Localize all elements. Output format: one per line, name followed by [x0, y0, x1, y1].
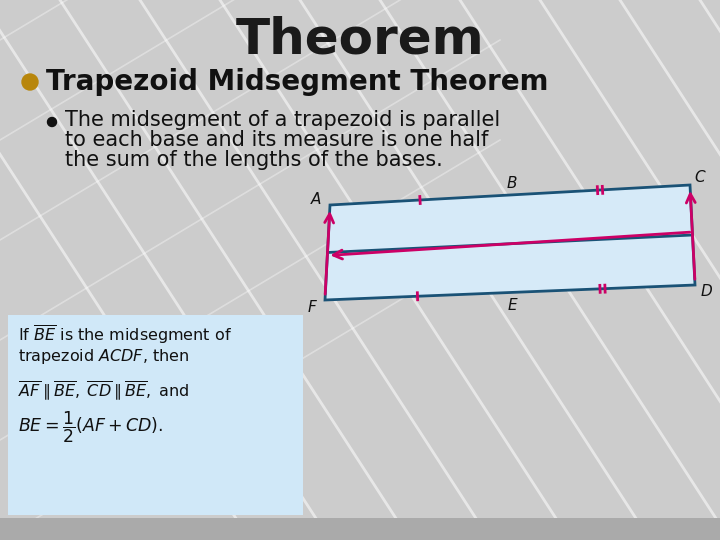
Text: A: A [311, 192, 321, 206]
Text: Trapezoid Midsegment Theorem: Trapezoid Midsegment Theorem [46, 68, 549, 96]
Text: C: C [695, 171, 706, 186]
Text: D: D [700, 284, 712, 299]
Text: E: E [507, 298, 517, 313]
Text: $BE = \dfrac{1}{2}(AF + CD).$: $BE = \dfrac{1}{2}(AF + CD).$ [18, 409, 163, 445]
Text: trapezoid $\mathit{ACDF}$, then: trapezoid $\mathit{ACDF}$, then [18, 348, 189, 367]
Text: $\overline{AF} \parallel \overline{BE},\; \overline{CD} \parallel \overline{BE},: $\overline{AF} \parallel \overline{BE},\… [18, 379, 189, 403]
Polygon shape [325, 185, 695, 300]
Circle shape [48, 118, 56, 126]
Circle shape [22, 74, 38, 90]
Text: The midsegment of a trapezoid is parallel: The midsegment of a trapezoid is paralle… [65, 110, 500, 130]
FancyBboxPatch shape [8, 315, 303, 515]
Bar [0, 518, 720, 540]
Text: Theorem: Theorem [235, 16, 485, 64]
Text: F: F [307, 300, 316, 315]
Text: the sum of the lengths of the bases.: the sum of the lengths of the bases. [65, 150, 443, 170]
Text: If $\overline{BE}$ is the midsegment of: If $\overline{BE}$ is the midsegment of [18, 323, 232, 347]
Text: B: B [507, 176, 517, 191]
Text: to each base and its measure is one half: to each base and its measure is one half [65, 130, 488, 150]
